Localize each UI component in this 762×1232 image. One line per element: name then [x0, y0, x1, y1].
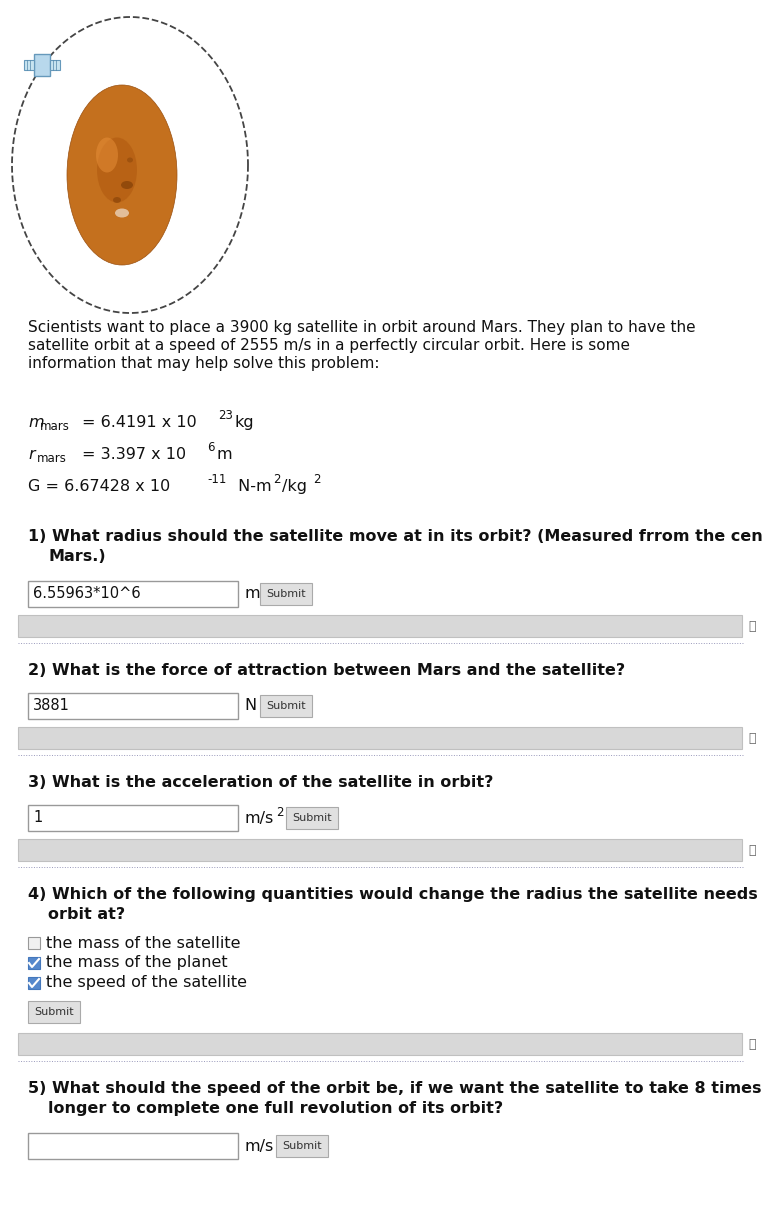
Bar — [28, 804, 238, 832]
Bar — [28, 582, 238, 607]
Text: ⓧ: ⓧ — [748, 1037, 756, 1051]
Text: r: r — [28, 447, 34, 462]
Bar — [18, 1032, 742, 1055]
Text: information that may help solve this problem:: information that may help solve this pro… — [28, 356, 379, 371]
Text: 6.55963*10^6: 6.55963*10^6 — [33, 586, 141, 601]
Bar — [276, 1135, 328, 1157]
Text: Submit: Submit — [34, 1007, 74, 1016]
Text: Submit: Submit — [266, 701, 306, 711]
Text: satellite orbit at a speed of 2555 m/s in a perfectly circular orbit. Here is so: satellite orbit at a speed of 2555 m/s i… — [28, 338, 630, 354]
Ellipse shape — [67, 85, 177, 265]
Text: 4) Which of the following quantities would change the radius the satellite needs: 4) Which of the following quantities wou… — [28, 887, 762, 902]
Text: mars: mars — [40, 420, 70, 432]
Text: Submit: Submit — [292, 813, 331, 823]
Bar — [286, 807, 338, 829]
Text: 2: 2 — [276, 806, 283, 818]
Bar — [260, 583, 312, 605]
Bar — [24, 60, 34, 70]
Bar — [28, 977, 40, 989]
Text: m: m — [216, 447, 232, 462]
Text: = 6.4191 x 10: = 6.4191 x 10 — [82, 415, 197, 430]
Text: mars: mars — [37, 452, 67, 464]
Text: 1: 1 — [33, 811, 42, 825]
Bar — [260, 695, 312, 717]
Text: 2: 2 — [313, 473, 321, 485]
Bar — [34, 54, 50, 76]
Text: /kg: /kg — [282, 479, 307, 494]
Ellipse shape — [121, 181, 133, 188]
Text: -11: -11 — [207, 473, 226, 485]
Text: N-m: N-m — [233, 479, 271, 494]
Text: N: N — [244, 699, 256, 713]
Ellipse shape — [97, 138, 137, 202]
Text: the mass of the planet: the mass of the planet — [46, 956, 228, 971]
Ellipse shape — [115, 208, 129, 218]
Bar — [28, 692, 238, 719]
Text: = 3.397 x 10: = 3.397 x 10 — [82, 447, 186, 462]
Text: 1) What radius should the satellite move at in its orbit? (Measured frrom the ce: 1) What radius should the satellite move… — [28, 529, 762, 545]
Text: Scientists want to place a 3900 kg satellite in orbit around Mars. They plan to : Scientists want to place a 3900 kg satel… — [28, 320, 696, 335]
Text: Mars.): Mars.) — [48, 549, 106, 564]
Text: m: m — [244, 586, 260, 601]
Text: kg: kg — [235, 415, 255, 430]
Ellipse shape — [96, 138, 118, 172]
Ellipse shape — [127, 158, 133, 163]
Text: ⓧ: ⓧ — [748, 844, 756, 856]
Text: Submit: Submit — [282, 1141, 322, 1151]
Text: orbit at?: orbit at? — [48, 907, 125, 922]
Text: Submit: Submit — [266, 589, 306, 599]
Text: 3881: 3881 — [33, 699, 70, 713]
Text: ⓧ: ⓧ — [748, 732, 756, 744]
Text: 23: 23 — [218, 409, 233, 423]
Text: longer to complete one full revolution of its orbit?: longer to complete one full revolution o… — [48, 1101, 503, 1116]
Text: 5) What should the speed of the orbit be, if we want the satellite to take 8 tim: 5) What should the speed of the orbit be… — [28, 1080, 761, 1096]
Bar — [18, 839, 742, 861]
Bar — [18, 615, 742, 637]
Text: m/s: m/s — [244, 811, 274, 825]
Bar — [28, 1000, 80, 1023]
Bar — [28, 1133, 238, 1159]
Bar — [18, 727, 742, 749]
Text: 2) What is the force of attraction between Mars and the satellite?: 2) What is the force of attraction betwe… — [28, 663, 625, 678]
Text: the speed of the satellite: the speed of the satellite — [46, 976, 247, 991]
Text: 3) What is the acceleration of the satellite in orbit?: 3) What is the acceleration of the satel… — [28, 775, 493, 790]
Text: ⓧ: ⓧ — [748, 620, 756, 632]
Text: m/s: m/s — [244, 1138, 274, 1153]
Bar — [50, 60, 59, 70]
Ellipse shape — [113, 197, 121, 203]
Text: G = 6.67428 x 10: G = 6.67428 x 10 — [28, 479, 170, 494]
Bar — [28, 957, 40, 970]
Text: 6: 6 — [207, 441, 214, 455]
Text: m: m — [28, 415, 43, 430]
Bar — [28, 938, 40, 949]
Text: the mass of the satellite: the mass of the satellite — [46, 935, 241, 951]
Text: 2: 2 — [273, 473, 280, 485]
